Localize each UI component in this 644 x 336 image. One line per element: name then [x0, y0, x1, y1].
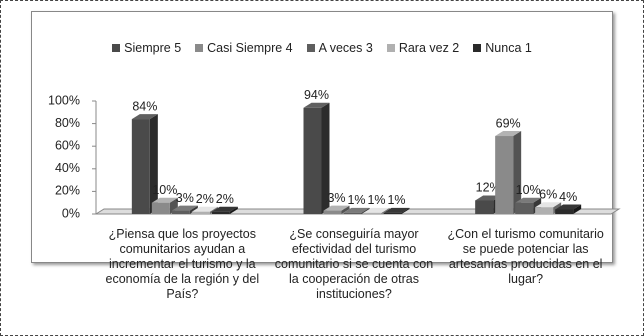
- bar-side: [341, 205, 350, 214]
- legend-swatch: [195, 44, 204, 52]
- value-label: 2%: [216, 192, 234, 206]
- bar-top: [343, 207, 370, 213]
- legend-item: Rara vez 2: [386, 41, 460, 55]
- bar: [303, 107, 322, 214]
- bar: [383, 212, 402, 214]
- legend-item: A veces 3: [306, 41, 373, 55]
- value-label: 69%: [496, 116, 521, 130]
- y-tick-label: 80%: [55, 116, 80, 130]
- bar: [171, 210, 190, 214]
- legend-item: Siempre 5: [112, 41, 181, 55]
- bar: [363, 212, 382, 214]
- bar: [515, 202, 534, 214]
- bar: [555, 209, 574, 214]
- y-tick-label: 100%: [48, 93, 80, 107]
- legend-swatch: [473, 44, 482, 52]
- bar: [211, 211, 230, 214]
- value-label: 6%: [539, 188, 557, 202]
- chart-frame: [31, 11, 613, 263]
- value-label: 94%: [304, 88, 329, 102]
- bar-top: [363, 207, 390, 213]
- bar: [323, 210, 342, 214]
- legend: Siempre 5 Casi Siempre 4 A veces 3 Rara vez…: [31, 41, 613, 55]
- bar-side: [229, 206, 238, 214]
- bar-top: [171, 205, 198, 211]
- bar-top: [495, 131, 522, 137]
- bar: [475, 200, 494, 214]
- value-label: 12%: [476, 181, 501, 195]
- bar-side: [149, 114, 158, 214]
- legend-label: Rara vez 2: [398, 41, 460, 55]
- bar-side: [513, 131, 522, 214]
- legend-label: Nunca 1: [485, 41, 532, 55]
- bar-top: [555, 204, 582, 210]
- bar-top: [303, 102, 330, 108]
- x-tick-label: ¿Se conseguiría mayor efectividad del tu…: [274, 227, 434, 301]
- y-tick-label: 20%: [55, 184, 80, 198]
- y-tick-label: 0%: [62, 206, 80, 220]
- bar-side: [361, 207, 370, 214]
- legend-label: Casi Siempre 4: [207, 41, 293, 55]
- legend-label: A veces 3: [318, 41, 373, 55]
- legend-swatch: [306, 44, 315, 52]
- value-label: 10%: [516, 183, 541, 197]
- legend-item: Nunca 1: [473, 41, 532, 55]
- bar-side: [401, 207, 410, 214]
- value-label: 4%: [559, 190, 577, 204]
- value-label: 84%: [132, 99, 157, 113]
- bar: [191, 211, 210, 214]
- bar: [535, 207, 554, 214]
- bar-top: [191, 206, 218, 212]
- bar-top: [475, 195, 502, 201]
- bar-top: [131, 114, 158, 120]
- bar-side: [573, 204, 582, 214]
- value-label: 1%: [347, 193, 365, 207]
- value-label: 3%: [176, 191, 194, 205]
- bar-top: [323, 205, 350, 211]
- bar-top: [535, 202, 562, 208]
- legend-label: Siempre 5: [124, 41, 182, 55]
- bar: [343, 212, 362, 214]
- bar-side: [321, 102, 330, 214]
- legend-item: Casi Siempre 4: [195, 41, 293, 55]
- bar: [131, 119, 150, 214]
- bar-top: [211, 206, 238, 212]
- bar: [151, 202, 170, 214]
- y-tick-label: 40%: [55, 161, 80, 175]
- x-tick-label: ¿Con el turismo comunitario se puede pot…: [447, 227, 604, 286]
- value-label: 2%: [196, 192, 214, 206]
- x-tick-label: ¿Piensa que los proyectos comunitarios a…: [105, 227, 260, 301]
- value-label: 3%: [327, 191, 345, 205]
- value-label: 10%: [152, 183, 177, 197]
- bar: [495, 136, 514, 214]
- y-tick-label: 60%: [55, 138, 80, 152]
- bar-top: [515, 197, 542, 203]
- bar-side: [381, 207, 390, 214]
- bar-top: [383, 207, 410, 213]
- value-label: 1%: [367, 193, 385, 207]
- bar-top: [151, 197, 178, 203]
- legend-swatch: [112, 44, 121, 52]
- legend-swatch: [386, 44, 395, 52]
- value-label: 1%: [387, 193, 405, 207]
